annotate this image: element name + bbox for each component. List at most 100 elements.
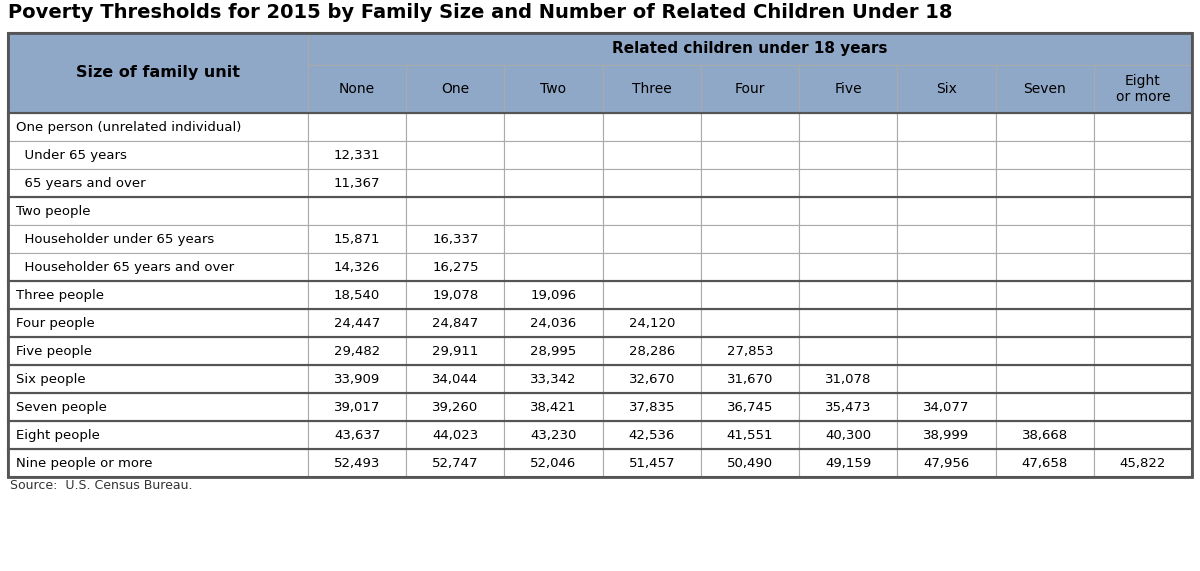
Text: Nine people or more: Nine people or more xyxy=(16,456,152,469)
Bar xyxy=(996,253,1093,281)
Bar xyxy=(8,253,308,281)
Bar xyxy=(8,281,308,309)
Bar xyxy=(308,365,407,393)
Bar xyxy=(1093,309,1192,337)
Bar xyxy=(799,197,898,225)
Text: Seven people: Seven people xyxy=(16,400,107,413)
Bar xyxy=(701,421,799,449)
Text: 49,159: 49,159 xyxy=(826,456,871,469)
Bar xyxy=(407,197,504,225)
Bar xyxy=(996,197,1093,225)
Bar xyxy=(504,113,602,141)
Bar xyxy=(701,169,799,197)
Bar xyxy=(799,337,898,365)
Bar xyxy=(898,281,996,309)
Bar xyxy=(701,197,799,225)
Text: Poverty Thresholds for 2015 by Family Size and Number of Related Children Under : Poverty Thresholds for 2015 by Family Si… xyxy=(8,3,953,22)
Bar xyxy=(407,309,504,337)
Text: 27,853: 27,853 xyxy=(727,344,773,357)
Bar xyxy=(602,365,701,393)
Bar xyxy=(504,225,602,253)
Bar xyxy=(996,225,1093,253)
Text: 51,457: 51,457 xyxy=(629,456,676,469)
Bar xyxy=(799,365,898,393)
Text: One: One xyxy=(442,82,469,96)
Text: Four: Four xyxy=(734,82,766,96)
Text: 38,999: 38,999 xyxy=(923,428,970,441)
Text: Householder under 65 years: Householder under 65 years xyxy=(16,232,215,246)
Bar xyxy=(1093,65,1192,113)
Bar xyxy=(602,309,701,337)
Bar xyxy=(701,141,799,169)
Bar xyxy=(898,309,996,337)
Text: 39,017: 39,017 xyxy=(334,400,380,413)
Text: 47,956: 47,956 xyxy=(923,456,970,469)
Bar xyxy=(1093,169,1192,197)
Bar xyxy=(996,393,1093,421)
Text: 50,490: 50,490 xyxy=(727,456,773,469)
Bar xyxy=(898,141,996,169)
Text: 16,337: 16,337 xyxy=(432,232,479,246)
Bar xyxy=(504,393,602,421)
Text: Six people: Six people xyxy=(16,372,85,385)
Bar xyxy=(8,309,308,337)
Text: One person (unrelated individual): One person (unrelated individual) xyxy=(16,120,241,134)
Bar xyxy=(308,141,407,169)
Text: 24,036: 24,036 xyxy=(530,316,577,329)
Text: 33,342: 33,342 xyxy=(530,372,577,385)
Bar xyxy=(701,65,799,113)
Bar xyxy=(996,337,1093,365)
Bar xyxy=(701,449,799,477)
Text: Under 65 years: Under 65 years xyxy=(16,148,127,162)
Text: Seven: Seven xyxy=(1024,82,1066,96)
Bar xyxy=(504,365,602,393)
Text: 41,551: 41,551 xyxy=(727,428,773,441)
Bar xyxy=(407,113,504,141)
Bar xyxy=(8,365,1192,393)
Bar xyxy=(799,141,898,169)
Text: 38,668: 38,668 xyxy=(1021,428,1068,441)
Bar xyxy=(8,169,308,197)
Bar xyxy=(799,281,898,309)
Bar xyxy=(8,197,1192,281)
Bar xyxy=(504,197,602,225)
Bar xyxy=(898,225,996,253)
Bar xyxy=(602,449,701,477)
Bar xyxy=(898,449,996,477)
Bar xyxy=(701,113,799,141)
Bar xyxy=(407,337,504,365)
Bar xyxy=(308,421,407,449)
Bar xyxy=(996,365,1093,393)
Text: Related children under 18 years: Related children under 18 years xyxy=(612,42,888,57)
Text: 11,367: 11,367 xyxy=(334,176,380,190)
Bar xyxy=(701,365,799,393)
Bar xyxy=(504,253,602,281)
Bar xyxy=(407,141,504,169)
Bar xyxy=(1093,113,1192,141)
Bar xyxy=(407,225,504,253)
Bar xyxy=(407,253,504,281)
Text: 24,847: 24,847 xyxy=(432,316,479,329)
Text: 29,482: 29,482 xyxy=(334,344,380,357)
Bar xyxy=(898,365,996,393)
Bar xyxy=(1093,281,1192,309)
Bar xyxy=(1093,253,1192,281)
Bar xyxy=(602,113,701,141)
Bar xyxy=(8,421,308,449)
Text: 36,745: 36,745 xyxy=(727,400,773,413)
Bar xyxy=(308,281,407,309)
Bar xyxy=(1093,225,1192,253)
Bar xyxy=(8,393,1192,421)
Bar xyxy=(996,141,1093,169)
Bar xyxy=(308,309,407,337)
Text: 19,096: 19,096 xyxy=(530,288,577,301)
Text: Two: Two xyxy=(540,82,566,96)
Bar xyxy=(308,65,407,113)
Bar xyxy=(898,337,996,365)
Bar xyxy=(407,421,504,449)
Bar xyxy=(308,225,407,253)
Bar xyxy=(996,113,1093,141)
Bar xyxy=(996,65,1093,113)
Bar xyxy=(308,393,407,421)
Text: Size of family unit: Size of family unit xyxy=(76,66,240,81)
